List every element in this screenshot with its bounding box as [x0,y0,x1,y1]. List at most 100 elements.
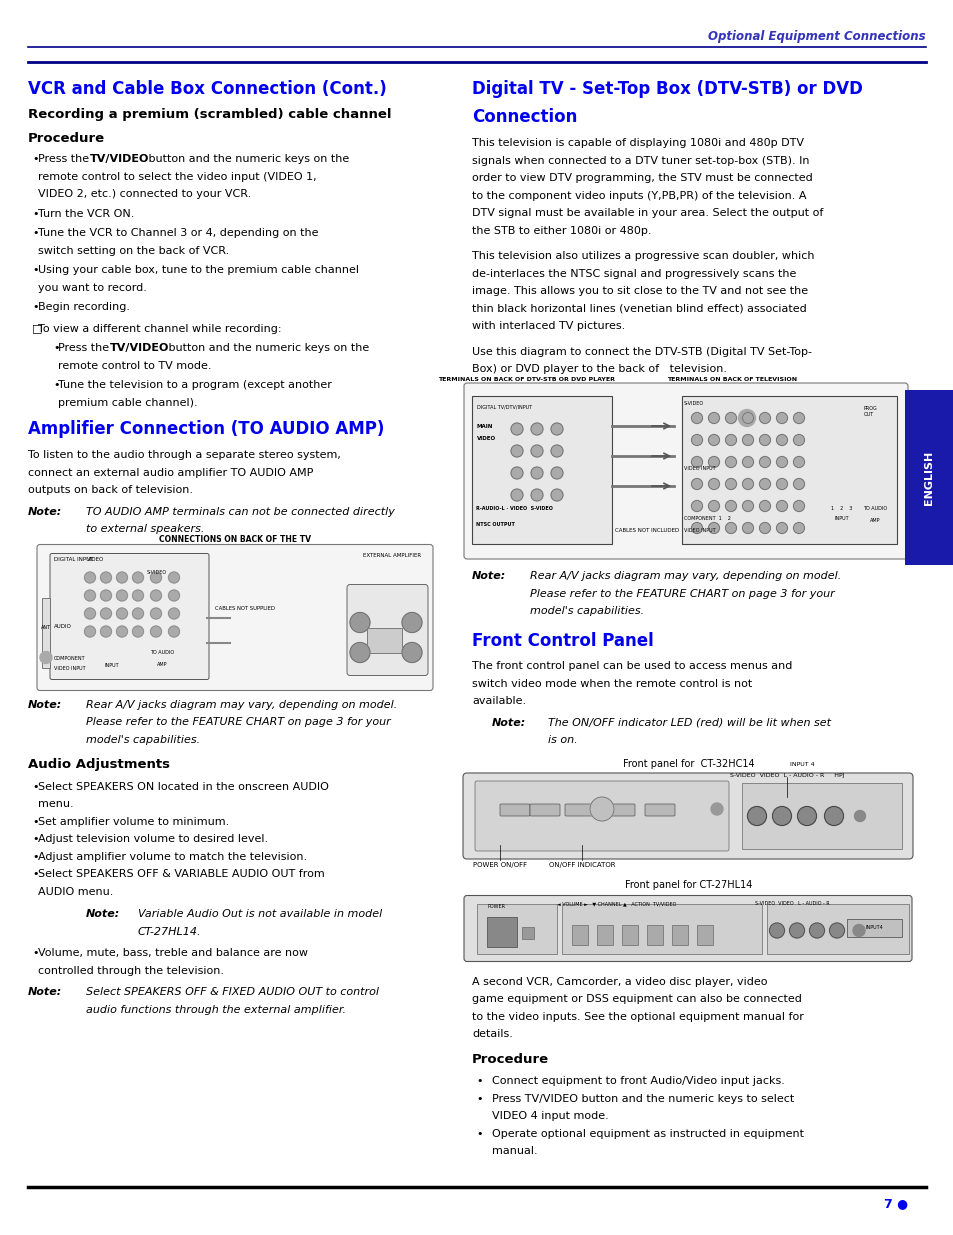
Text: CT-27HL14.: CT-27HL14. [138,926,201,936]
Text: POWER: POWER [488,904,505,909]
Text: Please refer to the FEATURE CHART on page 3 for your: Please refer to the FEATURE CHART on pag… [86,718,391,727]
Circle shape [854,810,864,821]
Text: manual.: manual. [492,1146,537,1156]
Circle shape [100,572,112,583]
Text: Note:: Note: [28,987,62,997]
Text: available.: available. [472,697,525,706]
Text: Using your cable box, tune to the premium cable channel: Using your cable box, tune to the premiu… [38,266,358,275]
Text: Set amplifier volume to minimum.: Set amplifier volume to minimum. [38,816,229,826]
Text: switch video mode when the remote control is not: switch video mode when the remote contro… [472,678,752,688]
FancyBboxPatch shape [621,925,638,945]
Circle shape [776,457,786,468]
FancyBboxPatch shape [646,925,662,945]
Text: •: • [32,834,38,844]
Text: Rear A/V jacks diagram may vary, depending on model.: Rear A/V jacks diagram may vary, dependi… [530,571,841,580]
Circle shape [169,572,179,583]
Circle shape [741,457,753,468]
Text: Press the: Press the [38,154,92,164]
Circle shape [691,435,701,446]
Text: Procedure: Procedure [28,132,105,144]
Circle shape [100,590,112,601]
Text: Front panel for CT-27HL14: Front panel for CT-27HL14 [624,881,751,890]
Circle shape [793,457,803,468]
Text: INPUT: INPUT [834,516,848,521]
Circle shape [772,806,791,825]
Circle shape [724,478,736,489]
Text: Select SPEAKERS OFF & VARIABLE AUDIO OUT from: Select SPEAKERS OFF & VARIABLE AUDIO OUT… [38,869,324,879]
Text: switch setting on the back of VCR.: switch setting on the back of VCR. [38,246,229,256]
Text: •: • [32,228,38,238]
Circle shape [793,478,803,489]
Circle shape [769,923,783,939]
FancyBboxPatch shape [644,804,675,816]
FancyBboxPatch shape [347,584,428,676]
Text: To listen to the audio through a separate stereo system,: To listen to the audio through a separat… [28,450,340,459]
Circle shape [793,412,803,424]
Circle shape [708,435,719,446]
Text: •: • [32,209,38,219]
Text: TO AUDIO AMP terminals can not be connected directly: TO AUDIO AMP terminals can not be connec… [86,506,395,516]
FancyBboxPatch shape [741,783,901,848]
Text: button and the numeric keys on the: button and the numeric keys on the [165,343,369,353]
Text: Front panel for  CT-32HC14: Front panel for CT-32HC14 [622,758,754,768]
Circle shape [759,522,770,534]
FancyBboxPatch shape [681,396,896,543]
Circle shape [793,435,803,446]
Circle shape [511,445,522,457]
Text: •: • [53,343,59,353]
Circle shape [85,590,95,601]
Text: Volume, mute, bass, treble and balance are now: Volume, mute, bass, treble and balance a… [38,948,308,958]
Text: to the component video inputs (Y,PB,PR) of the television. A: to the component video inputs (Y,PB,PR) … [472,190,805,200]
Text: order to view DTV programming, the STV must be connected: order to view DTV programming, the STV m… [472,173,812,183]
Text: R-AUDIO-L · VIDEO  S-VIDEO: R-AUDIO-L · VIDEO S-VIDEO [476,506,553,511]
Text: EXTERNAL AMPLIFIER: EXTERNAL AMPLIFIER [362,552,420,557]
Circle shape [511,467,522,479]
FancyBboxPatch shape [463,383,907,559]
Text: Connect equipment to front Audio/Video input jacks.: Connect equipment to front Audio/Video i… [492,1076,784,1086]
Text: thin black horizontal lines (venetian blind effect) associated: thin black horizontal lines (venetian bl… [472,304,806,314]
Text: Optional Equipment Connections: Optional Equipment Connections [708,30,925,43]
Circle shape [116,626,128,637]
Text: VIDEO INPUT: VIDEO INPUT [683,466,715,471]
FancyBboxPatch shape [671,925,687,945]
Circle shape [708,500,719,511]
Text: Procedure: Procedure [472,1052,549,1066]
Text: TERMINALS ON BACK OF DTV-STB OR DVD PLAYER: TERMINALS ON BACK OF DTV-STB OR DVD PLAY… [438,377,615,382]
Circle shape [151,608,161,619]
Text: TERMINALS ON BACK OF TELEVISION: TERMINALS ON BACK OF TELEVISION [666,377,796,382]
Text: button and the numeric keys on the: button and the numeric keys on the [145,154,349,164]
Circle shape [741,435,753,446]
Text: CABLES NOT INCLUDED: CABLES NOT INCLUDED [615,529,679,534]
Circle shape [741,522,753,534]
Text: S-VIDEO: S-VIDEO [683,401,703,406]
Circle shape [793,500,803,511]
Circle shape [551,445,562,457]
Circle shape [531,445,542,457]
Text: This television is capable of displaying 1080i and 480p DTV: This television is capable of displaying… [472,138,803,148]
Text: To view a different channel while recording:: To view a different channel while record… [38,324,281,333]
Circle shape [551,467,562,479]
Circle shape [85,626,95,637]
Text: to external speakers.: to external speakers. [86,524,204,534]
FancyBboxPatch shape [50,553,209,679]
Circle shape [511,424,522,435]
Circle shape [809,923,823,939]
FancyBboxPatch shape [766,904,908,953]
Text: COMPONENT  1    2: COMPONENT 1 2 [683,516,730,521]
FancyBboxPatch shape [904,390,953,564]
Text: AUDIO: AUDIO [54,624,71,629]
Circle shape [708,457,719,468]
Text: VIDEO 4 input mode.: VIDEO 4 input mode. [492,1112,608,1121]
Circle shape [776,500,786,511]
Text: •: • [32,948,38,958]
Circle shape [691,522,701,534]
Circle shape [551,424,562,435]
Circle shape [116,608,128,619]
Circle shape [741,412,753,424]
Text: Begin recording.: Begin recording. [38,303,130,312]
Circle shape [759,500,770,511]
Circle shape [691,500,701,511]
Circle shape [759,435,770,446]
Text: AUDIO menu.: AUDIO menu. [38,887,113,897]
Circle shape [85,608,95,619]
